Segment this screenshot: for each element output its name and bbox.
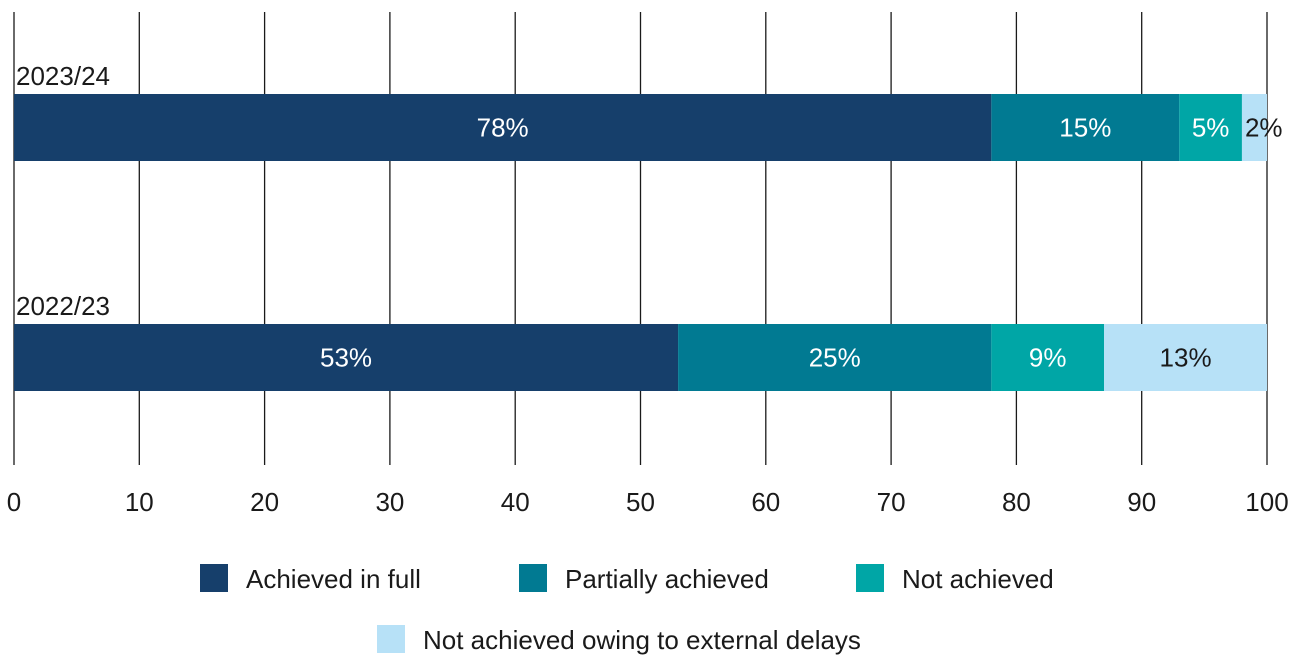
legend-swatch [200,564,228,592]
data-label: 5% [1192,113,1230,143]
x-tick-label: 30 [375,487,404,517]
bar-segments: 78% 15% 5% 2% 53% 25% 9% 13% [14,94,1283,391]
bar-segment [1179,94,1242,161]
data-label: 15% [1059,113,1111,143]
category-label: 2022/23 [16,291,110,321]
x-tick-label: 80 [1002,487,1031,517]
x-tick-label: 50 [626,487,655,517]
category-labels: 2023/24 2022/23 [16,61,110,321]
x-tick-label: 40 [501,487,530,517]
bar-segment [14,94,992,161]
x-tick-label: 20 [250,487,279,517]
bar-segment [678,324,992,391]
data-label: 9% [1029,343,1067,373]
legend-swatch [519,564,547,592]
data-label: 13% [1160,343,1212,373]
legend-label: Partially achieved [565,564,769,594]
data-label: 25% [809,343,861,373]
x-tick-label: 0 [7,487,21,517]
bar-segment [1104,324,1267,391]
x-tick-label: 10 [125,487,154,517]
grid-lines [13,12,1268,465]
bar-segment [14,324,679,391]
x-tick-label: 90 [1127,487,1156,517]
bar-segment [1241,94,1267,161]
legend-label: Not achieved [902,564,1054,594]
category-label: 2023/24 [16,61,110,91]
legend-label: Not achieved owing to external delays [423,625,861,655]
x-tick-label: 70 [877,487,906,517]
data-label: 2% [1245,113,1283,143]
x-tick-label: 100 [1245,487,1288,517]
bar-segment [991,324,1105,391]
legend: Achieved in full Partially achieved Not ac… [200,564,1054,655]
legend-label: Achieved in full [246,564,421,594]
bar-segment [991,94,1180,161]
legend-swatch [856,564,884,592]
x-axis-tick-labels: 0 10 20 30 40 50 60 70 80 90 100 [7,487,1289,517]
data-label: 78% [477,113,529,143]
data-label: 53% [320,343,372,373]
x-tick-label: 60 [751,487,780,517]
legend-swatch [377,625,405,653]
